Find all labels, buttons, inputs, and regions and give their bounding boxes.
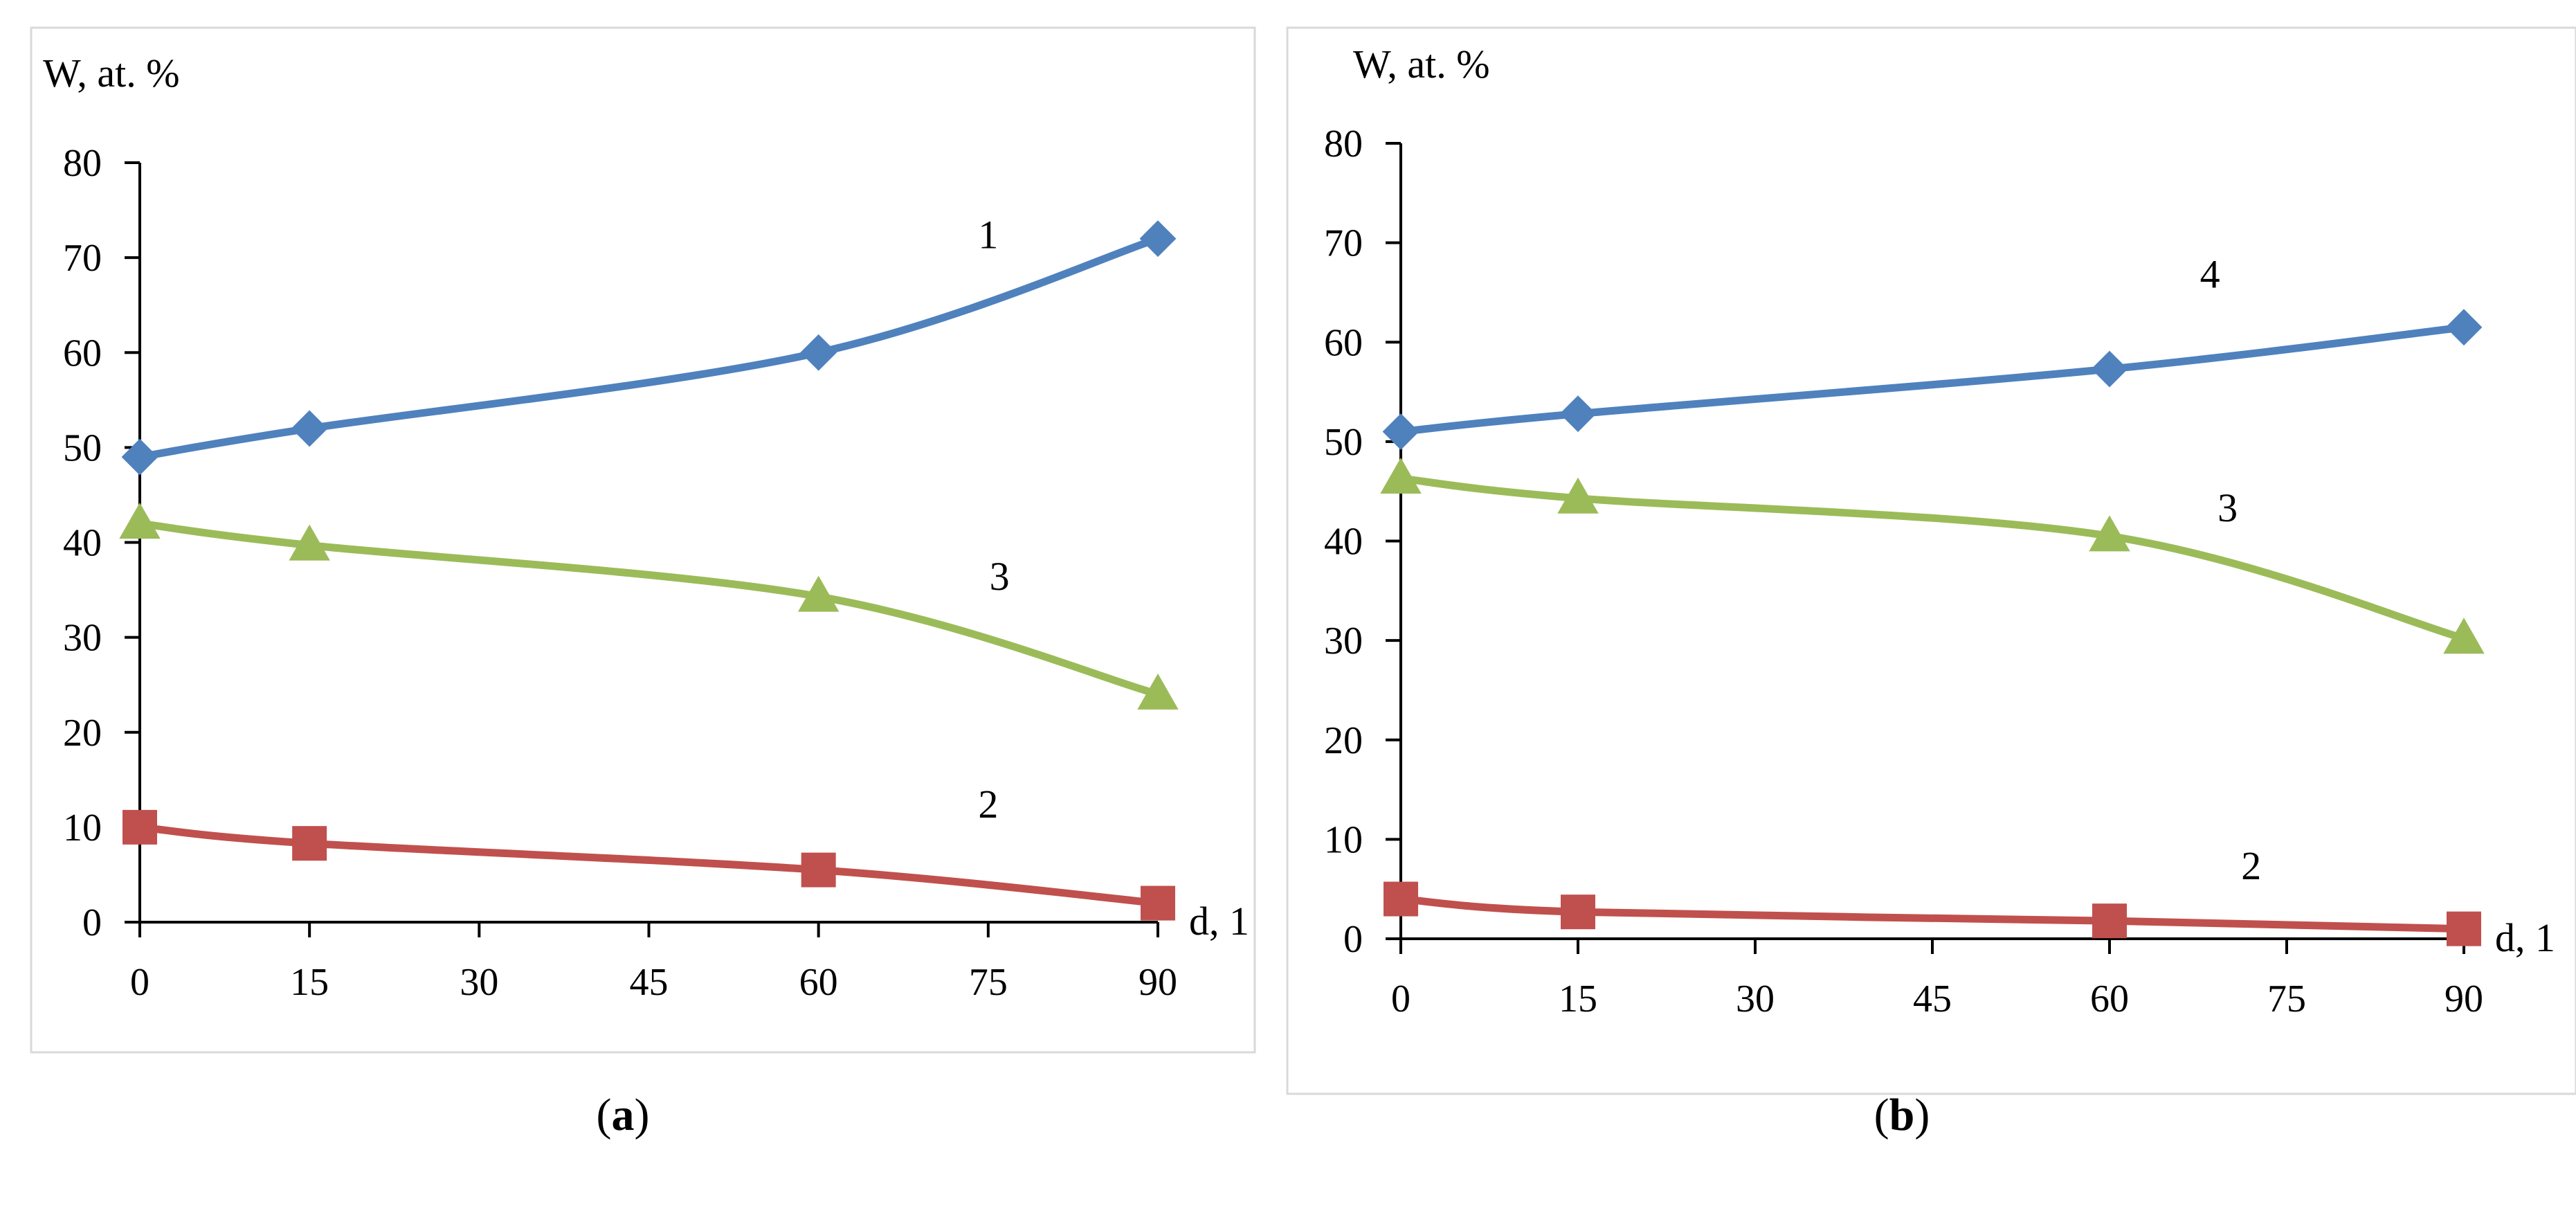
series-3-point [119,503,161,539]
series-label: 3 [990,554,1010,599]
series-2-point [292,826,327,861]
series-2-point [123,809,157,845]
series-label: 4 [2200,251,2220,296]
y-tick-label: 60 [1324,321,1363,364]
x-axis-title: d, 1 [1189,899,1249,944]
panel-b-chart: 0 10 20 30 40 50 60 70 80 0 15 30 45 60 75 90 W, at. % d,… [1286,26,2576,1140]
series-3-point [289,524,330,561]
series-4-line [1397,323,2468,436]
panel-caption-letter: a [612,1090,635,1140]
y-tick-label: 80 [1324,123,1363,165]
x-tick-label: 0 [130,961,149,1004]
series-2-point [1141,885,1175,921]
panel-caption: (a) [597,1090,650,1140]
series-2-point [1384,881,1418,917]
y-axis-title: W, at. % [43,51,180,96]
x-axis-title: d, 1 [2495,915,2555,960]
y-tick-label: 50 [1324,421,1363,464]
series-1-point [291,410,328,447]
series-3-point [1380,458,1422,494]
series-4-point [1559,395,1597,433]
series-1-point [800,334,837,371]
series-label: 2 [978,782,998,827]
y-tick-label: 10 [63,807,102,849]
series-4-point [2091,350,2128,388]
panel-b-frame [1286,26,2576,1095]
series-label: 2 [2241,843,2261,888]
series-3-line [136,519,1162,699]
series-2-line [1397,895,2468,933]
y-tick-label: 70 [63,237,102,280]
series-1-point [121,438,158,476]
x-tick-label: 15 [1559,978,1597,1020]
y-tick-label: 0 [1343,918,1363,961]
series-label: 1 [978,212,998,257]
y-tick-label: 10 [1324,818,1363,861]
series-2-point [801,852,836,888]
series-3-point [797,575,840,612]
y-tick-label: 50 [63,426,102,469]
series-4-point [1382,413,1419,450]
series-1-line [136,235,1162,461]
x-tick-label: 45 [630,961,669,1004]
y-tick-label: 60 [63,332,102,375]
series-3-point [2443,618,2485,654]
series-4-point [2445,309,2483,346]
series-2-point [2447,911,2481,946]
y-tick-label: 30 [63,617,102,660]
x-tick-label: 60 [2090,978,2129,1020]
series-1-point [1139,220,1177,258]
x-tick-label: 90 [1139,961,1177,1004]
series-3-line [1397,474,2468,642]
y-tick-label: 30 [1324,620,1363,663]
x-tick-label: 75 [969,961,1008,1004]
series-label: 3 [2217,485,2238,530]
series-2-point [1561,894,1595,930]
series-3-point [1557,477,1599,514]
y-axis-title: W, at. % [1353,42,1490,87]
panel-a-frame [30,26,1256,1054]
panel-caption-letter: b [1889,1090,1915,1140]
x-tick-label: 0 [1391,978,1411,1020]
series-2-line [136,823,1162,908]
x-tick-label: 45 [1913,978,1952,1020]
x-tick-label: 75 [2267,978,2306,1020]
series-2-point [2092,903,2127,939]
x-tick-label: 90 [2445,978,2483,1020]
series-3-point [1137,673,1179,710]
x-tick-label: 30 [460,961,498,1004]
panel-caption: (b) [1874,1090,1930,1140]
series-3-point [2089,515,2130,552]
y-tick-label: 40 [1324,521,1363,564]
y-tick-label: 20 [63,712,102,755]
x-tick-label: 30 [1736,978,1775,1020]
y-tick-label: 80 [63,142,102,185]
panel-a-chart: 0 10 20 30 40 50 60 70 80 0 15 30 45 60 75 90 W, at. % d,… [30,26,1256,1140]
y-tick-label: 20 [1324,719,1363,762]
x-tick-label: 60 [799,961,838,1004]
x-tick-label: 15 [290,961,329,1004]
y-tick-label: 40 [63,522,102,565]
y-tick-label: 70 [1324,222,1363,265]
y-tick-label: 0 [82,901,102,944]
